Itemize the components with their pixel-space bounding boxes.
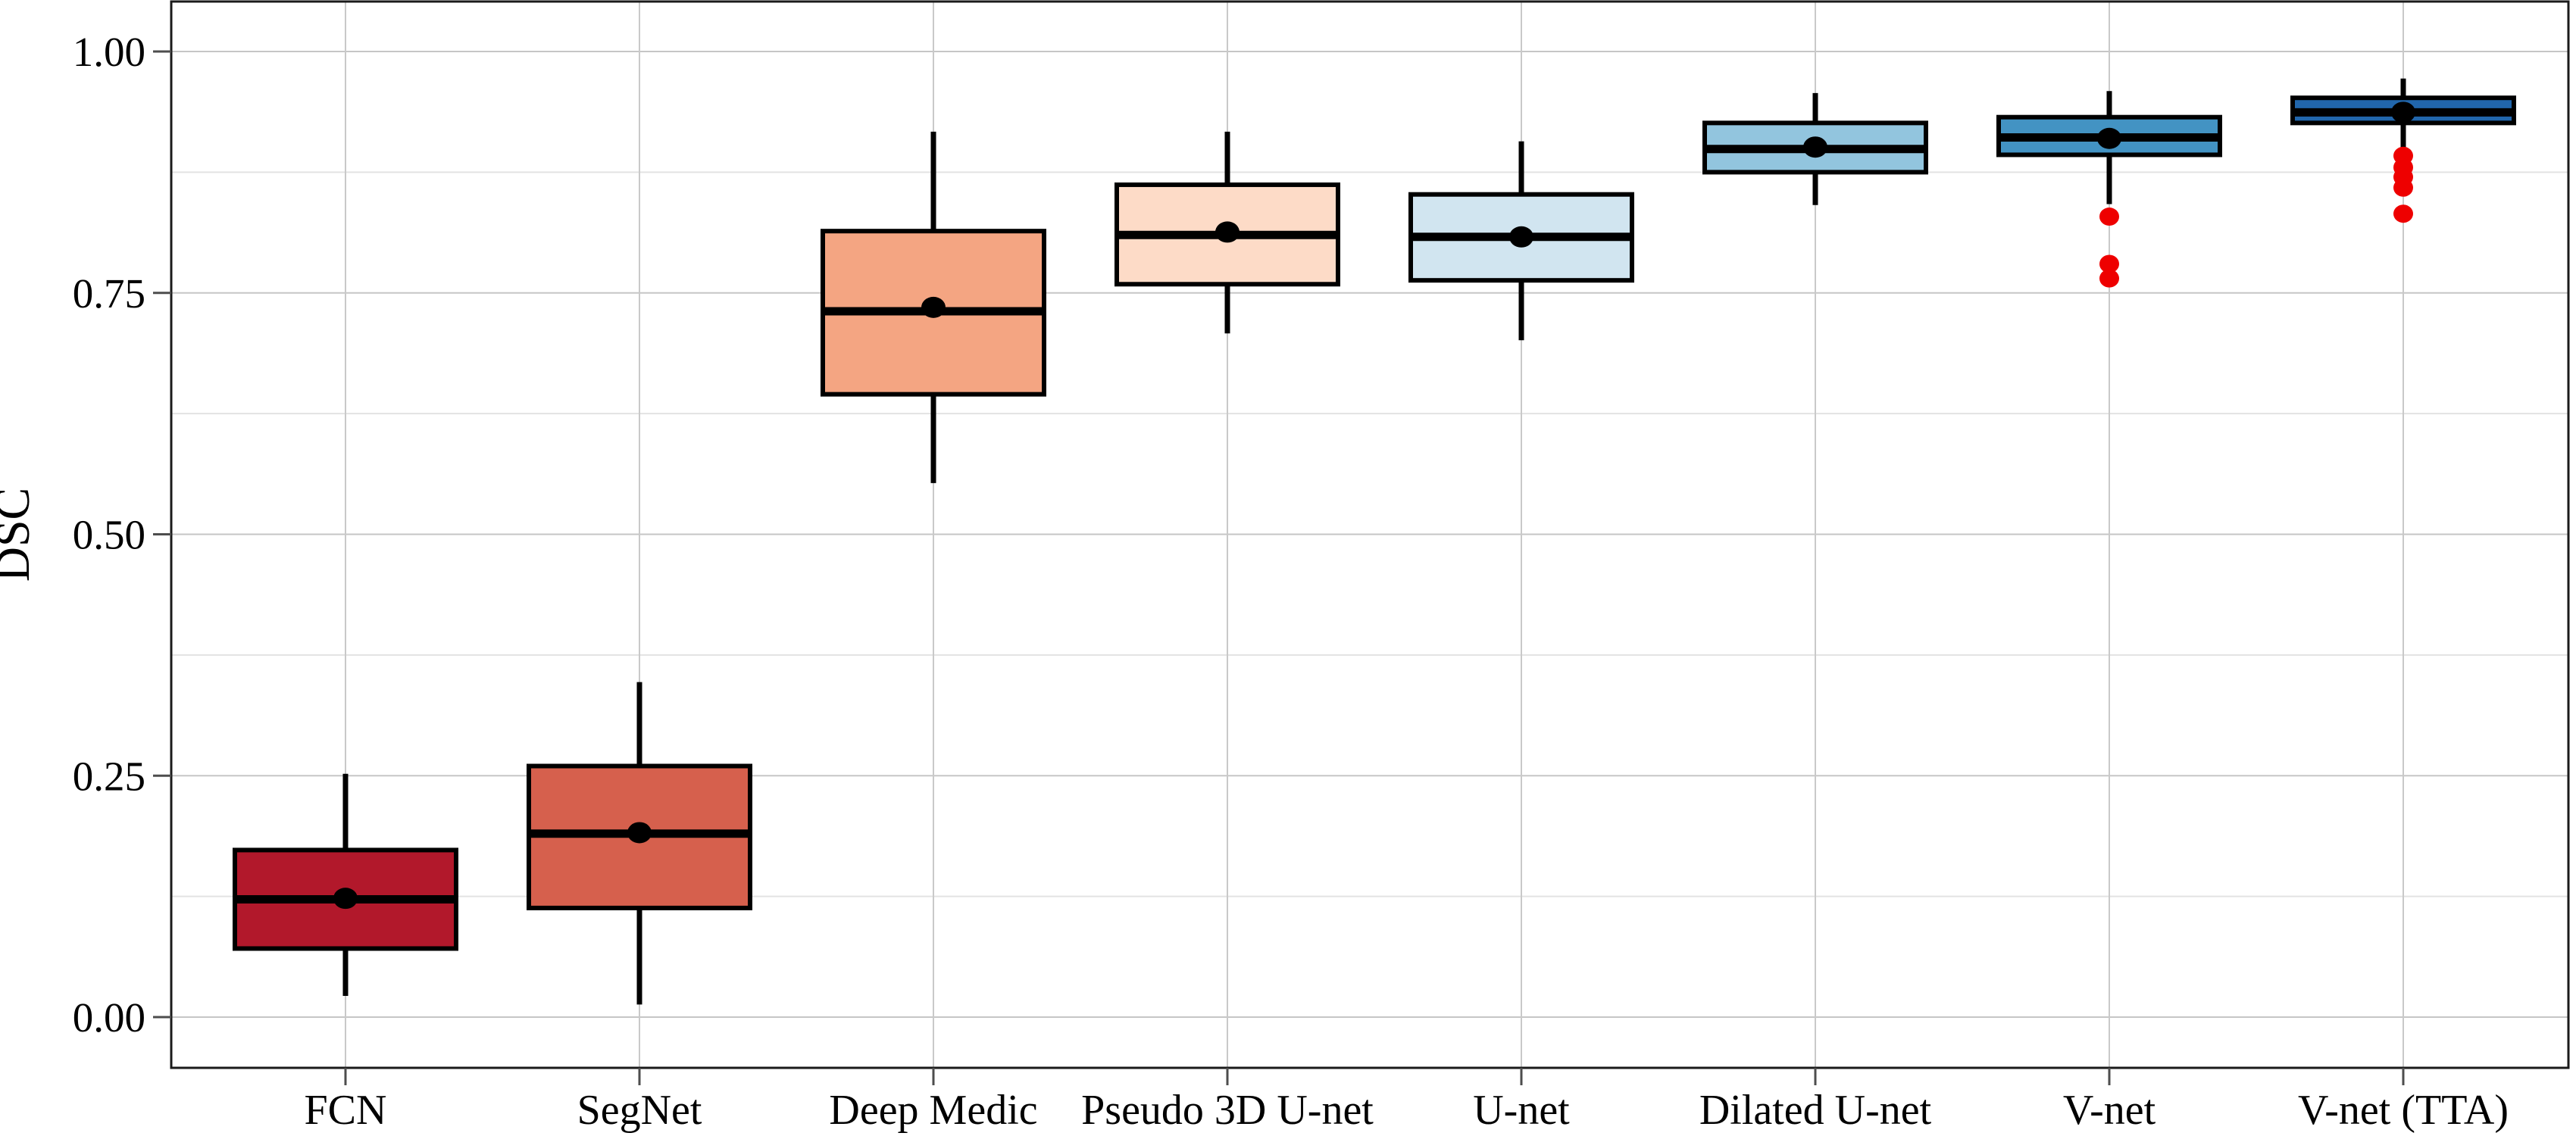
x-tick-label: U-net bbox=[1473, 1087, 1570, 1134]
mean-dot bbox=[1215, 221, 1240, 243]
box-group-pseudo-3d-u-net bbox=[1114, 131, 1340, 334]
y-tick-label: 0.75 bbox=[73, 270, 145, 317]
mean-dot bbox=[2097, 127, 2121, 149]
mean-dot bbox=[1509, 226, 1533, 248]
y-axis-title: DSC bbox=[0, 488, 39, 582]
outlier-dot bbox=[2393, 204, 2413, 223]
y-tick-label: 0.50 bbox=[73, 512, 145, 558]
y-tick-label: 0.00 bbox=[73, 994, 145, 1041]
x-tick-label: V-net (TTA) bbox=[2298, 1087, 2509, 1134]
box-group-segnet bbox=[527, 682, 752, 1005]
mean-dot bbox=[627, 822, 652, 844]
outlier-dot bbox=[2099, 269, 2119, 288]
y-tick-label: 1.00 bbox=[73, 29, 145, 75]
box-group-v-net bbox=[1996, 91, 2222, 288]
x-tick-label: V-net bbox=[2063, 1087, 2156, 1134]
mean-dot bbox=[333, 888, 358, 910]
outlier-dot bbox=[2099, 254, 2119, 273]
x-tick-label: Deep Medic bbox=[829, 1087, 1037, 1134]
box-group-dilated-u-net bbox=[1702, 92, 1928, 205]
mean-dot bbox=[921, 296, 946, 318]
x-tick-label: Pseudo 3D U-net bbox=[1081, 1087, 1374, 1134]
y-tick-label: 0.25 bbox=[73, 753, 145, 799]
box-group-deep-medic bbox=[821, 131, 1046, 483]
boxes-layer bbox=[233, 78, 2516, 1005]
box-group-v-net-tta- bbox=[2290, 78, 2516, 223]
x-tick-label: SegNet bbox=[577, 1087, 702, 1134]
outlier-dot bbox=[2393, 178, 2413, 197]
x-tick-label: FCN bbox=[305, 1087, 387, 1134]
x-tick-label: Dilated U-net bbox=[1699, 1087, 1932, 1134]
axes-layer: 0.00 0.25 0.50 0.75 1.00 FCN SegNet Deep Medic P… bbox=[73, 0, 2570, 1134]
box-group-fcn bbox=[233, 773, 458, 996]
outlier-dot bbox=[2099, 208, 2119, 226]
box-group-u-net bbox=[1408, 141, 1634, 341]
mean-dot bbox=[1803, 136, 1827, 158]
mean-dot bbox=[2391, 101, 2415, 123]
